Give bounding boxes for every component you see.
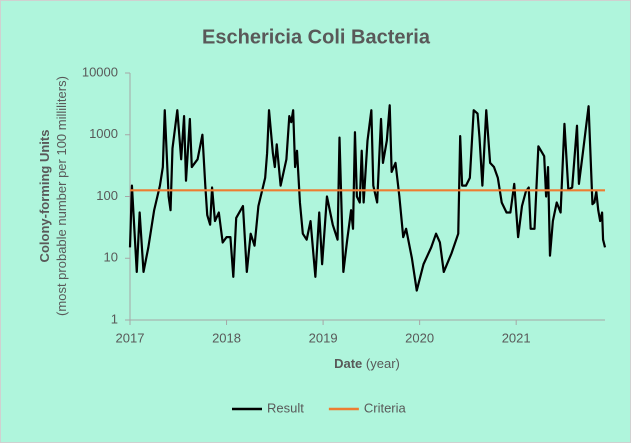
x-tick-label: 2017 [116, 330, 145, 345]
y-axis-title-main: Colony-forming Units [37, 130, 52, 263]
x-axis-title-note: (year) [366, 356, 400, 371]
x-tick-label: 2021 [502, 330, 531, 345]
legend-label: Criteria [364, 400, 407, 415]
x-tick-label: 2018 [212, 330, 241, 345]
y-axis-subtitle: (most probable number per 100 milliliter… [54, 76, 69, 316]
y-tick-label: 10 [104, 250, 118, 265]
y-axis-title-note: (most probable number per 100 milliliter… [54, 76, 69, 316]
y-tick-label: 100 [96, 188, 118, 203]
x-axis-title-main: Date [334, 356, 362, 371]
y-axis-title: Colony-forming Units [37, 130, 52, 263]
x-tick-label: 2020 [405, 330, 434, 345]
chart-title: Eschericia Coli Bacteria [202, 26, 431, 48]
y-tick-label: 1 [111, 311, 118, 326]
x-axis-title: Date (year) [334, 356, 400, 371]
y-tick-label: 1000 [89, 126, 118, 141]
y-tick-label: 10000 [82, 64, 118, 79]
x-tick-label: 2019 [309, 330, 338, 345]
data-line [128, 104, 607, 292]
legend-label: Result [267, 400, 304, 415]
